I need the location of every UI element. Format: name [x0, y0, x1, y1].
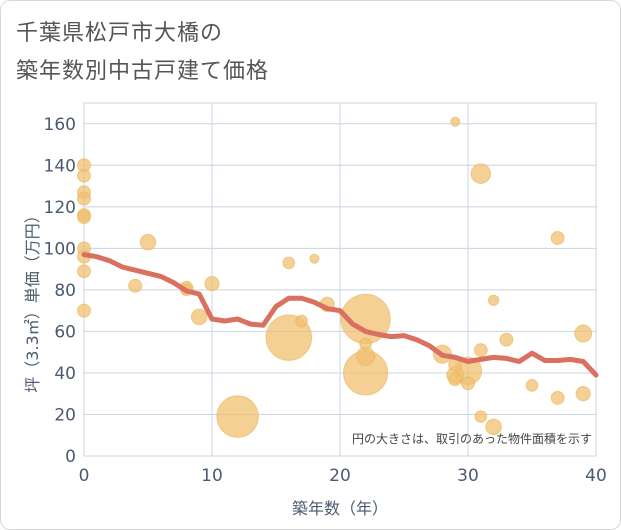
- data-point: [77, 210, 91, 225]
- data-point: [128, 278, 143, 293]
- data-point: [550, 390, 565, 405]
- y-tick-label: 100: [44, 239, 76, 259]
- trend-line: [81, 252, 599, 378]
- bubble-size-note: 円の大きさは、取引のあった物件面積を示す: [352, 431, 592, 446]
- chart-title-line2: 築年数別中古戸建て価格: [16, 59, 270, 84]
- data-point: [190, 308, 208, 326]
- data-point: [574, 324, 593, 343]
- data-point: [77, 168, 91, 183]
- grid-lines: [83, 102, 597, 457]
- data-points: [77, 116, 593, 438]
- data-point: [550, 230, 565, 245]
- x-tick-label: 40: [585, 466, 607, 486]
- y-tick-label: 40: [54, 364, 76, 384]
- data-point: [461, 376, 475, 391]
- data-point: [139, 233, 157, 251]
- data-point: [309, 253, 320, 264]
- data-point: [216, 395, 259, 438]
- y-tick-label: 120: [44, 198, 76, 218]
- data-point: [450, 116, 461, 127]
- data-point: [487, 294, 500, 306]
- data-point: [282, 256, 296, 270]
- data-point: [77, 191, 91, 206]
- data-point: [525, 379, 539, 392]
- y-tick-label: 80: [54, 281, 76, 301]
- axis-tick-labels: 0 20 40 60 80 100 120 140 160 0 10 20 30 40: [44, 115, 607, 486]
- y-tick-label: 0: [65, 447, 76, 467]
- data-point: [295, 314, 308, 328]
- data-point: [77, 303, 91, 318]
- x-tick-label: 20: [329, 466, 351, 486]
- y-tick-label: 140: [44, 156, 76, 176]
- y-axis-label: 坪（3.3㎡）単価（万円）: [23, 207, 42, 392]
- data-point: [473, 343, 488, 358]
- y-tick-label: 60: [54, 322, 76, 342]
- chart-title-line1: 千葉県松戸市大橋の: [16, 21, 224, 46]
- data-point: [448, 372, 463, 387]
- x-tick-label: 0: [79, 466, 90, 486]
- data-point: [470, 163, 492, 184]
- data-point: [204, 276, 220, 292]
- y-tick-label: 20: [54, 405, 76, 425]
- x-tick-label: 30: [457, 466, 479, 486]
- data-point: [499, 332, 514, 347]
- y-tick-label: 160: [44, 115, 76, 135]
- data-point: [485, 418, 502, 436]
- data-point: [575, 386, 591, 402]
- data-point: [474, 410, 488, 423]
- data-point: [77, 264, 91, 279]
- x-axis-label: 築年数（年）: [292, 499, 388, 518]
- data-point: [359, 337, 372, 351]
- x-tick-label: 10: [201, 466, 223, 486]
